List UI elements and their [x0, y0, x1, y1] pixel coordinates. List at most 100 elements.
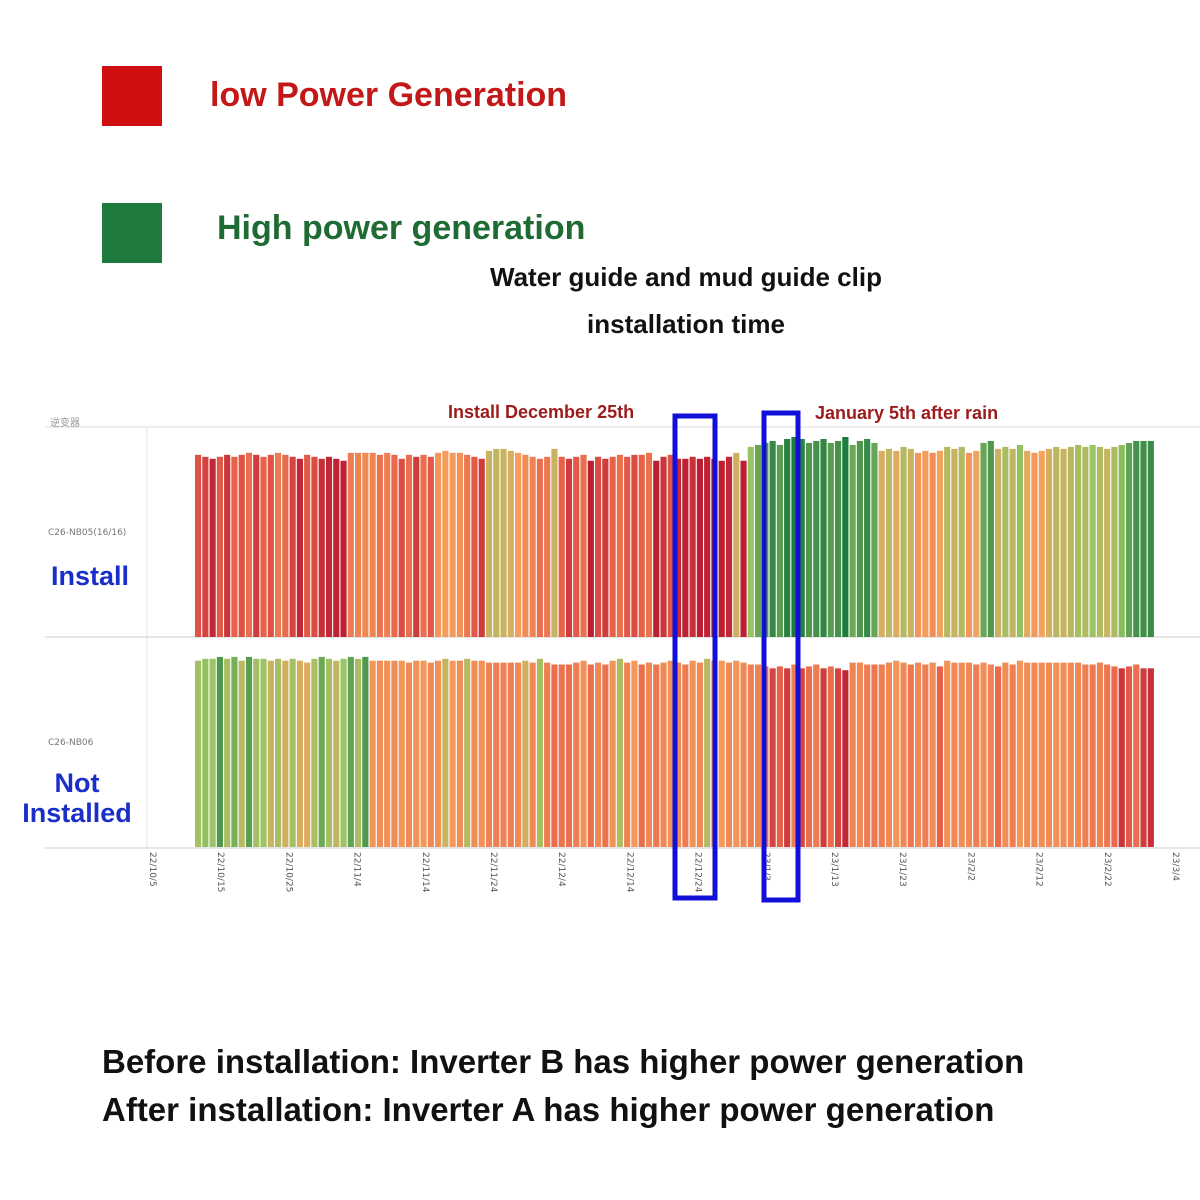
annotation-after-rain: January 5th after rain [815, 403, 999, 423]
bar-not-installed-101 [929, 662, 936, 847]
bar-install-42 [500, 448, 507, 637]
bar-not-installed-60 [631, 660, 638, 847]
bar-not-installed-116 [1038, 662, 1045, 847]
bar-not-installed-94 [878, 664, 885, 847]
bar-not-installed-28 [398, 660, 405, 847]
bar-not-installed-30 [413, 660, 420, 847]
bar-install-91 [856, 440, 863, 637]
bar-install-64 [660, 456, 667, 637]
bar-not-installed-41 [493, 662, 500, 847]
bar-install-116 [1038, 450, 1045, 637]
bar-install-96 [893, 450, 900, 637]
bar-install-77 [755, 444, 762, 637]
bar-not-installed-69 [696, 662, 703, 847]
x-tick-label-10: 23/1/13 [829, 852, 839, 887]
bar-install-60 [631, 454, 638, 637]
bar-not-installed-93 [871, 664, 878, 847]
bar-not-installed-18 [325, 658, 333, 847]
after-rain-highlight-box [761, 410, 801, 903]
bar-install-126 [1111, 446, 1118, 637]
bar-not-installed-119 [1060, 662, 1067, 847]
bar-not-installed-125 [1104, 664, 1111, 847]
bar-not-installed-61 [638, 664, 645, 847]
bar-not-installed-49 [551, 664, 558, 847]
footer-after-installation: After installation: Inverter A has highe… [102, 1091, 995, 1128]
bar-install-63 [653, 460, 660, 637]
bar-install-85 [813, 440, 820, 637]
bar-not-installed-23 [362, 656, 369, 847]
bar-install-18 [325, 456, 333, 637]
bar-not-installed-123 [1089, 664, 1096, 847]
bar-not-installed-110 [995, 666, 1002, 847]
legend-low-swatch [102, 66, 162, 126]
bar-install-130 [1140, 440, 1147, 637]
bar-install-57 [609, 456, 616, 637]
bar-install-92 [864, 438, 871, 637]
bar-install-41 [493, 448, 500, 637]
bar-not-installed-4 [224, 658, 231, 847]
bar-install-44 [515, 452, 522, 637]
bar-install-28 [398, 458, 405, 637]
bar-install-27 [391, 454, 398, 637]
bar-install-36 [456, 452, 463, 637]
bar-not-installed-118 [1053, 662, 1060, 847]
x-tick-label-5: 22/11/24 [488, 852, 498, 893]
bar-not-installed-14 [296, 660, 303, 847]
bar-install-17 [318, 458, 325, 637]
bar-install-115 [1031, 452, 1038, 637]
legend-low-label: low Power Generation [210, 76, 568, 114]
bar-not-installed-19 [333, 660, 340, 847]
bar-not-installed-66 [675, 662, 682, 847]
bars-not-installed-series [195, 656, 1154, 847]
bar-install-30 [413, 456, 420, 637]
bar-not-installed-113 [1016, 660, 1023, 847]
bar-not-installed-26 [384, 660, 391, 847]
bar-install-35 [449, 452, 456, 637]
bar-not-installed-120 [1067, 662, 1074, 847]
bar-install-98 [907, 448, 914, 637]
bar-install-65 [667, 454, 674, 637]
bar-not-installed-91 [856, 662, 863, 847]
bar-install-94 [878, 450, 885, 637]
bar-not-installed-90 [849, 662, 856, 847]
bar-not-installed-8 [253, 658, 260, 847]
inverter-id-install: C26-NB05(16/16) [48, 528, 127, 538]
bar-not-installed-51 [565, 664, 573, 847]
bar-install-117 [1045, 448, 1053, 637]
x-tick-labels: 22/10/5 22/10/15 22/10/25 22/11/4 22/11/14 22… [147, 852, 1180, 893]
bar-install-82 [791, 437, 798, 637]
bar-not-installed-48 [544, 662, 551, 847]
bar-not-installed-39 [478, 660, 485, 847]
x-tick-label-0: 22/10/5 [147, 852, 157, 887]
row-label-not-installed-line2: Installed [22, 798, 132, 828]
bar-not-installed-16 [311, 658, 318, 847]
bar-not-installed-35 [449, 660, 456, 847]
bar-install-21 [347, 452, 354, 637]
bar-not-installed-52 [573, 662, 580, 847]
bar-not-installed-55 [595, 662, 602, 847]
legend-high-label: High power generation [217, 209, 586, 247]
bar-not-installed-86 [820, 668, 827, 847]
bar-install-128 [1125, 442, 1133, 637]
bar-not-installed-67 [682, 664, 689, 847]
bar-install-2 [209, 458, 216, 637]
bar-not-installed-50 [558, 664, 565, 847]
bar-install-25 [376, 454, 383, 637]
bar-not-installed-56 [602, 664, 609, 847]
bar-install-45 [522, 454, 529, 637]
bar-install-104 [951, 448, 958, 637]
bar-install-59 [624, 456, 631, 637]
bar-not-installed-45 [522, 660, 529, 847]
bar-not-installed-85 [813, 664, 820, 847]
bar-not-installed-13 [289, 658, 296, 847]
bar-not-installed-108 [980, 662, 987, 847]
bar-install-124 [1096, 446, 1103, 637]
bar-not-installed-124 [1096, 662, 1103, 847]
bar-install-5 [231, 456, 238, 637]
bar-install-118 [1053, 446, 1060, 637]
bar-install-48 [544, 456, 551, 637]
bar-not-installed-3 [216, 656, 223, 847]
bar-not-installed-32 [427, 662, 434, 847]
bar-install-46 [529, 456, 536, 637]
bar-not-installed-5 [231, 656, 238, 847]
